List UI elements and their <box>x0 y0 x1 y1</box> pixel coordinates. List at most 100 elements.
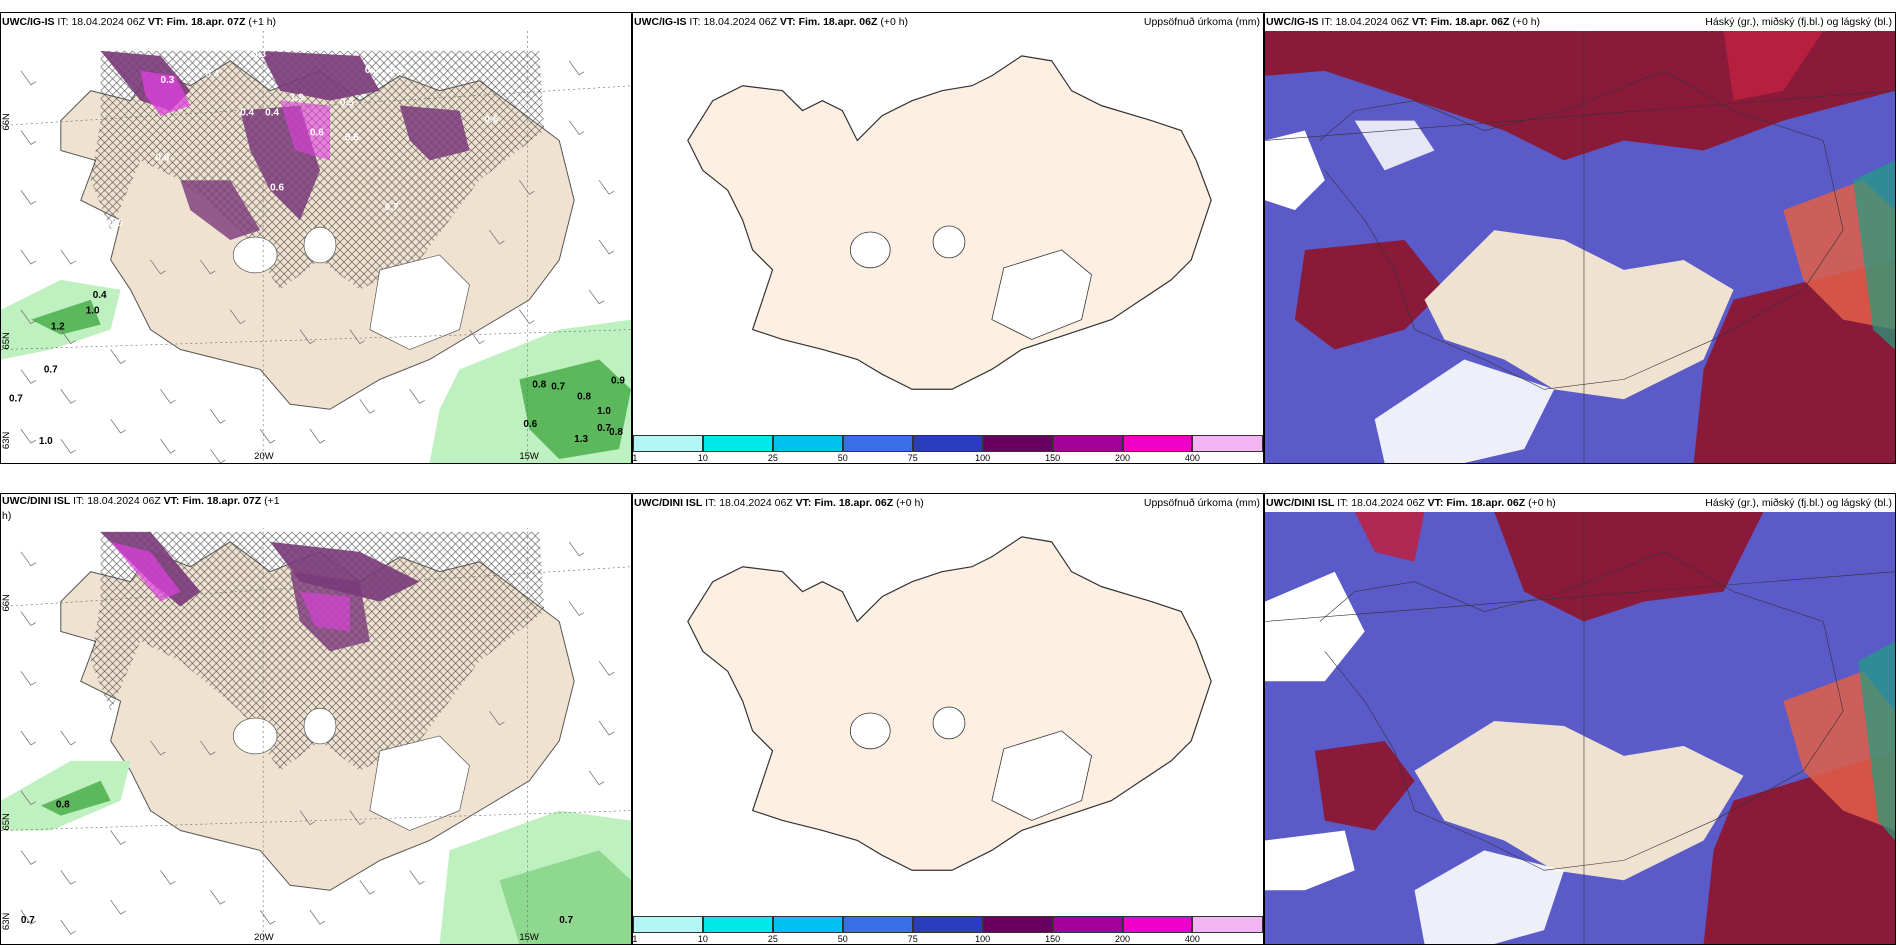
vt-label: VT: <box>1427 497 1444 509</box>
colorbar-tick: 1 <box>632 934 638 944</box>
value-label: 0.6 <box>310 128 324 139</box>
lead-time: (+0 h) <box>896 497 924 509</box>
value-label: 0.4 <box>93 290 107 301</box>
colorbar-tick: 400 <box>1184 934 1200 944</box>
it-label: IT: <box>705 497 717 509</box>
value-label: 0.7 <box>551 381 565 392</box>
colorbar-tick: 400 <box>1184 453 1200 463</box>
colorbar-tick: 50 <box>837 934 848 944</box>
map-plot <box>1265 31 1895 463</box>
map-plot <box>1265 512 1895 944</box>
value-label: 0.6 <box>345 132 359 143</box>
panel-r1-accum-precip: UWC/IG-IS IT: 18.04.2024 06Z VT: Fim. 18… <box>632 12 1264 464</box>
value-label: 0.7 <box>385 202 399 213</box>
init-time: 18.04.2024 06Z <box>703 16 777 28</box>
colorbar-tick: 10 <box>697 934 708 944</box>
colorbar-swatch-3 <box>772 435 843 452</box>
colorbar-tick: 100 <box>975 934 991 944</box>
model-name: UWC/IG-IS <box>1266 16 1319 28</box>
value-label: 1.0 <box>39 436 53 447</box>
panel-r2-precip-wind: UWC/DINI ISL IT: 18.04.2024 06Z VT: Fim.… <box>0 493 632 945</box>
colorbar-tick: 150 <box>1045 453 1061 463</box>
map-plot: 0.8 0.7 0.7 20W 15W 66N 65N 63N <box>1 512 631 944</box>
lat-label: 66N <box>1 113 12 131</box>
colorbar-swatch-9 <box>1192 916 1263 933</box>
panel-header: UWC/DINI ISL IT: 18.04.2024 06Z VT: Fim.… <box>633 494 1263 512</box>
panel-header: UWC/IG-IS IT: 18.04.2024 06Z VT: Fim. 18… <box>1 13 631 31</box>
colorbar-swatch-6 <box>982 435 1053 452</box>
init-time: 18.04.2024 06Z <box>1335 16 1409 28</box>
lead-time: (+0 h) <box>1528 497 1556 509</box>
colorbar-tick: 75 <box>907 453 918 463</box>
valid-time: Fim. 18.apr. 07Z <box>182 495 262 507</box>
value-label: 0.9 <box>611 375 625 386</box>
colorbar-swatch-1 <box>633 435 703 452</box>
value-label: 0.6 <box>109 218 123 229</box>
field-title: Uppsöfnuð úrkoma (mm) <box>1143 16 1260 28</box>
lat-label: 63N <box>1 913 12 931</box>
vt-label: VT: <box>1411 16 1428 28</box>
panel-header: UWC/DINI ISL IT: 18.04.2024 06Z VT: Fim.… <box>1 494 631 528</box>
value-label: 0.6 <box>21 154 35 165</box>
value-label: 0.6 <box>484 115 498 126</box>
vt-label: VT: <box>163 495 180 507</box>
colorbar-tick: 10 <box>697 453 708 463</box>
colorbar-swatch-2 <box>702 916 773 933</box>
panel-r2-clouds: UWC/DINI ISL IT: 18.04.2024 06Z VT: Fim.… <box>1264 493 1896 945</box>
value-label: 0.6 <box>270 182 284 193</box>
panel-header: UWC/IG-IS IT: 18.04.2024 06Z VT: Fim. 18… <box>1265 13 1895 31</box>
model-name: UWC/IG-IS <box>634 16 687 28</box>
value-label: 0.3 <box>390 65 404 76</box>
valid-time: Fim. 18.apr. 06Z <box>1446 497 1526 509</box>
colorbar-swatch-1 <box>633 916 703 933</box>
value-label: 1.2 <box>51 322 65 333</box>
field-title: Háský (gr.), miðský (fj.bl.) og lágský (… <box>1705 497 1892 509</box>
value-label: 0.6 <box>523 419 537 430</box>
lat-label: 65N <box>1 813 12 831</box>
colorbar-swatch-5 <box>912 435 983 452</box>
it-label: IT: <box>73 495 85 507</box>
lat-label: 65N <box>1 332 12 350</box>
panel-r1-precip-wind: UWC/IG-IS IT: 18.04.2024 06Z VT: Fim. 18… <box>0 12 632 464</box>
it-label: IT: <box>1337 497 1349 509</box>
lead-time: (+0 h) <box>880 16 909 28</box>
colorbar-tick: 25 <box>767 934 778 944</box>
value-label: 0.4 <box>265 108 279 119</box>
init-time: 18.04.2024 06Z <box>719 497 793 509</box>
colorbar-swatch-4 <box>842 435 913 452</box>
lead-time: (+1 h) <box>248 16 277 28</box>
colorbar-swatch-2 <box>702 435 773 452</box>
lat-label: 66N <box>1 594 12 612</box>
precip-labels: 0.3 0.3 0.3 0.3 0.4 0.4 0.4 1.9 0.5 0.6 … <box>21 49 499 229</box>
colorbar-swatch-7 <box>1052 916 1123 933</box>
panel-r1-clouds: UWC/IG-IS IT: 18.04.2024 06Z VT: Fim. 18… <box>1264 12 1896 464</box>
colorbar-tick: 75 <box>907 934 918 944</box>
map-plot: 0.3 0.3 0.3 0.3 0.4 0.4 0.4 1.9 0.5 0.6 … <box>1 31 631 463</box>
field-title: Háský (gr.), miðský (fj.bl.) og lágský (… <box>1705 16 1892 28</box>
colorbar-swatch-5 <box>912 916 983 933</box>
lon-label: 20W <box>254 932 274 943</box>
init-time: 18.04.2024 06Z <box>1351 497 1425 509</box>
value-label: 0.7 <box>21 915 35 926</box>
value-label: 1.9 <box>290 93 304 104</box>
value-label: 0.8 <box>56 800 70 811</box>
lon-label: 20W <box>254 451 274 462</box>
colorbar-tick: 200 <box>1114 453 1131 463</box>
colorbar-tick: 150 <box>1045 934 1061 944</box>
value-label: 1.0 <box>86 306 100 317</box>
init-time: 18.04.2024 06Z <box>87 495 161 507</box>
panel-r2-accum-precip: UWC/DINI ISL IT: 18.04.2024 06Z VT: Fim.… <box>632 493 1264 945</box>
it-label: IT: <box>1321 16 1333 28</box>
colorbar-tick: 200 <box>1114 934 1131 944</box>
value-label: 0.8 <box>532 379 546 390</box>
colorbar-swatch-7 <box>1052 435 1123 452</box>
panel-header: UWC/IG-IS IT: 18.04.2024 06Z VT: Fim. 18… <box>633 13 1263 31</box>
value-label: 0.4 <box>205 69 219 80</box>
colorbar-swatch-3 <box>772 916 843 933</box>
map-plot <box>633 31 1263 435</box>
colorbar-swatch-9 <box>1192 435 1263 452</box>
lon-label: 15W <box>519 932 539 943</box>
valid-time: Fim. 18.apr. 06Z <box>1430 16 1510 28</box>
value-label: 0.7 <box>9 393 23 404</box>
colorbar: 1 10 25 50 75 100 150 200 400 <box>633 916 1263 944</box>
